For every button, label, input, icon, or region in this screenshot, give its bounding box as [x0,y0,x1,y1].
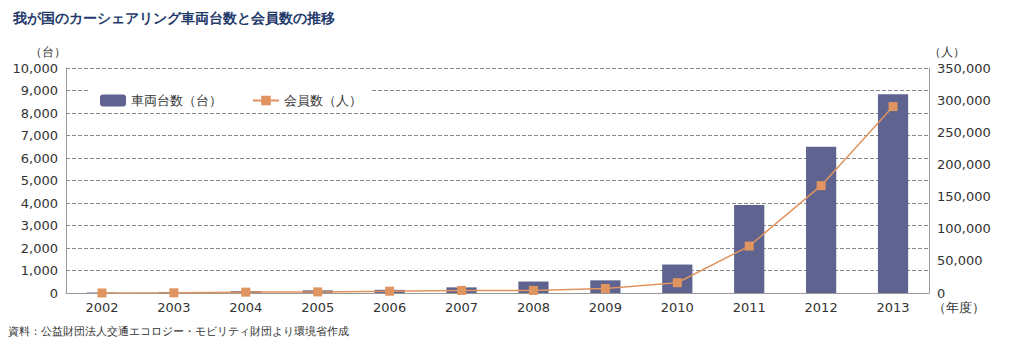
svg-text:我が国のカーシェアリング車両台数と会員数の推移: 我が国のカーシェアリング車両台数と会員数の推移 [12,10,335,26]
svg-text:会員数（人）: 会員数（人） [284,93,362,108]
svg-text:2013: 2013 [876,300,909,315]
svg-text:（年度）: （年度） [933,300,985,315]
svg-text:（台）: （台） [30,45,66,59]
svg-text:8,000: 8,000 [21,106,58,121]
svg-text:1,000: 1,000 [21,263,58,278]
svg-text:（人）: （人） [929,45,965,59]
svg-text:2009: 2009 [589,300,622,315]
svg-text:10,000: 10,000 [13,61,59,76]
svg-text:0: 0 [937,286,945,301]
svg-text:300,000: 300,000 [937,93,991,108]
svg-text:2007: 2007 [445,300,478,315]
svg-text:2005: 2005 [301,300,334,315]
svg-text:200,000: 200,000 [937,157,991,172]
svg-text:9,000: 9,000 [21,83,58,98]
svg-text:車両台数（台）: 車両台数（台） [131,93,222,108]
svg-text:5,000: 5,000 [21,173,58,188]
svg-text:6,000: 6,000 [21,151,58,166]
svg-text:2006: 2006 [373,300,406,315]
svg-text:2012: 2012 [805,300,838,315]
svg-text:150,000: 150,000 [937,189,991,204]
svg-text:100,000: 100,000 [937,221,991,236]
svg-text:4,000: 4,000 [21,196,58,211]
svg-text:250,000: 250,000 [937,125,991,140]
svg-text:3,000: 3,000 [21,218,58,233]
svg-text:0: 0 [50,286,58,301]
svg-text:7,000: 7,000 [21,128,58,143]
svg-text:50,000: 50,000 [937,253,983,268]
svg-text:2002: 2002 [85,300,118,315]
svg-text:2,000: 2,000 [21,241,58,256]
svg-text:2008: 2008 [517,300,550,315]
svg-text:2010: 2010 [661,300,694,315]
svg-text:2011: 2011 [733,300,766,315]
svg-text:2004: 2004 [229,300,262,315]
svg-text:350,000: 350,000 [937,61,991,76]
svg-text:2003: 2003 [157,300,190,315]
svg-text:資料：公益財団法人交通エコロジー・モビリティ財団より環境省作: 資料：公益財団法人交通エコロジー・モビリティ財団より環境省作成 [8,325,349,338]
